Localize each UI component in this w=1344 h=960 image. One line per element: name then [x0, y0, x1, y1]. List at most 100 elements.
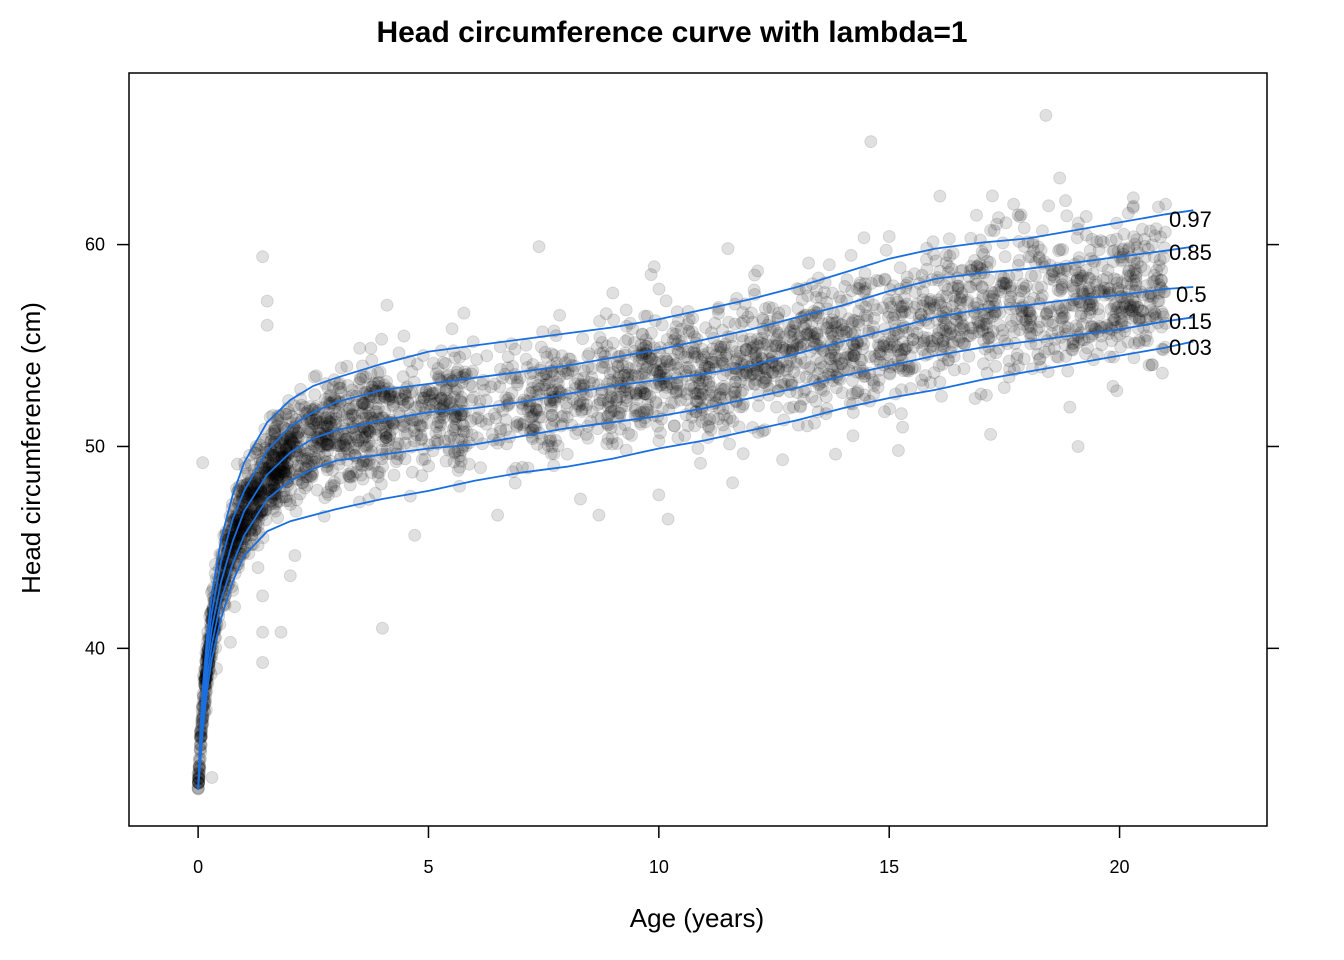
scatter-point — [1051, 350, 1065, 364]
scatter-point — [691, 441, 705, 455]
scatter-point — [408, 528, 422, 542]
scatter-point — [976, 324, 990, 338]
scatter-point — [453, 460, 467, 474]
scatter-point — [881, 348, 895, 362]
y-tick-label: 40 — [85, 638, 105, 658]
scatter-point — [674, 322, 688, 336]
scatter-point — [532, 410, 546, 424]
scatter-point — [979, 388, 993, 402]
scatter-point — [695, 355, 708, 369]
scatter-point — [436, 400, 450, 414]
scatter-point — [260, 294, 274, 308]
scatter-point — [318, 491, 332, 505]
scatter-point — [1042, 199, 1056, 213]
scatter-point — [829, 447, 842, 461]
scatter-point — [611, 360, 625, 374]
scatter-point — [659, 352, 673, 366]
scatter-point — [1024, 309, 1038, 323]
scatter-point — [736, 306, 750, 319]
scatter-point — [375, 621, 389, 635]
scatter-point — [911, 336, 925, 349]
scatter-point — [519, 352, 533, 366]
scatter-point — [585, 362, 599, 375]
scatter-point — [505, 386, 519, 400]
scatter-point — [996, 329, 1010, 343]
scatter-point — [466, 364, 480, 378]
scatter-point — [256, 486, 270, 500]
scatter-point — [989, 346, 1003, 360]
scatter-point — [894, 407, 908, 421]
curve-labels: 0.97 0.85 0.50.150.03 — [1169, 207, 1212, 360]
scatter-point — [364, 341, 378, 355]
scatter-point — [581, 360, 595, 373]
scatter-point — [791, 301, 805, 315]
scatter-point — [1122, 264, 1136, 278]
scatter-point — [878, 405, 891, 419]
scatter-point — [574, 492, 587, 506]
scatter-point — [829, 359, 843, 373]
scatter-point — [770, 333, 784, 346]
scatter-point — [465, 393, 479, 407]
scatter-point — [309, 369, 323, 383]
scatter-point — [521, 404, 535, 417]
scatter-point — [802, 256, 816, 270]
scatter-point — [852, 315, 865, 328]
scatter-point — [634, 338, 648, 352]
scatter-point — [289, 504, 303, 518]
scatter-point — [364, 466, 378, 480]
scatter-point — [1061, 364, 1075, 378]
scatter-point — [808, 337, 822, 351]
scatter-point — [954, 311, 968, 324]
scatter-point — [1053, 171, 1067, 185]
scatter-point — [943, 249, 957, 263]
scatter-point — [418, 452, 432, 466]
scatter-point — [519, 338, 533, 352]
scatter-point — [678, 429, 692, 443]
scatter-points — [191, 108, 1173, 796]
scatter-point — [770, 324, 784, 338]
scatter-point — [387, 468, 401, 482]
scatter-point — [289, 431, 303, 445]
scatter-point — [857, 231, 871, 245]
scatter-point — [666, 381, 680, 395]
scatter-point — [1002, 370, 1016, 384]
scatter-point — [709, 355, 723, 369]
scatter-point — [817, 360, 831, 374]
scatter-point — [566, 392, 580, 406]
scatter-point — [467, 390, 481, 404]
scatter-point — [969, 277, 983, 291]
scatter-point — [337, 439, 351, 453]
scatter-point — [355, 406, 369, 420]
scatter-point — [560, 447, 574, 461]
scatter-point — [809, 290, 823, 304]
scatter-point — [455, 404, 469, 418]
scatter-point — [324, 479, 338, 493]
scatter-point — [736, 383, 750, 397]
scatter-point — [293, 487, 307, 501]
scatter-point — [835, 357, 849, 371]
scatter-point — [1075, 299, 1089, 313]
scatter-point — [1023, 295, 1037, 309]
x-tick-label: 10 — [649, 857, 669, 877]
scatter-point — [1154, 273, 1168, 287]
scatter-point — [621, 332, 635, 346]
scatter-point — [1095, 285, 1108, 299]
scatter-point — [292, 425, 306, 439]
scatter-point — [846, 356, 860, 369]
scatter-point — [651, 419, 665, 433]
scatter-point — [415, 432, 429, 446]
curve-label-0-03: 0.03 — [1169, 335, 1212, 360]
scatter-point — [983, 255, 997, 269]
scatter-point — [323, 415, 337, 429]
scatter-point — [916, 293, 930, 307]
scatter-point — [329, 438, 343, 452]
scatter-point — [355, 430, 369, 444]
scatter-point — [933, 375, 947, 389]
scatter-point — [537, 378, 551, 392]
scatter-point — [613, 410, 627, 424]
scatter-point — [380, 298, 394, 312]
scatter-point — [1115, 276, 1129, 290]
scatter-point — [686, 311, 700, 325]
scatter-point — [332, 439, 346, 453]
